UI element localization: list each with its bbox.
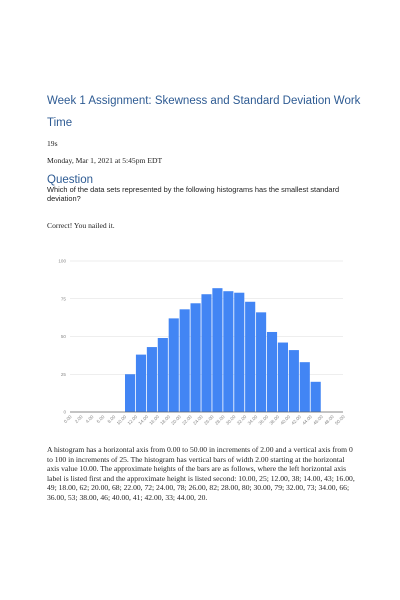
x-tick-label: 22.00 — [181, 414, 193, 426]
histogram-bar — [223, 291, 234, 412]
question-heading: Question — [47, 174, 94, 186]
x-tick-label: 8.00 — [107, 414, 117, 424]
histogram-bar — [135, 354, 147, 412]
histogram-bar — [310, 381, 321, 412]
x-tick-label: 48.00 — [323, 414, 335, 426]
page-title: Week 1 Assignment: Skewness and Standard… — [47, 95, 361, 107]
question-text: Which of the data sets represented by th… — [47, 185, 340, 203]
x-tick-label: 30.00 — [225, 414, 237, 426]
x-tick-label: 46.00 — [312, 414, 324, 426]
histogram-bar — [146, 347, 157, 412]
chart-description: A histogram has a horizontal axis from 0… — [47, 445, 355, 502]
histogram-bar — [190, 303, 201, 412]
histogram-bar — [212, 288, 223, 412]
y-tick-label: 100 — [58, 259, 66, 264]
x-tick-label: 26.00 — [203, 414, 215, 426]
x-tick-label: 24.00 — [192, 414, 204, 426]
histogram-chart: 0 25 50 75 100 0.00 2.00 4.00 6.00 8.00 10.00 12.00… — [58, 259, 346, 426]
x-tick-label: 16.00 — [148, 414, 160, 426]
duration-text: 19s — [47, 139, 58, 148]
x-tick-label: 42.00 — [290, 414, 302, 426]
histogram-bar — [125, 374, 136, 412]
x-tick-label: 6.00 — [96, 414, 106, 424]
feedback-text: Correct! You nailed it. — [47, 221, 115, 230]
histogram-bar — [266, 331, 278, 412]
x-tick-label: 20.00 — [170, 414, 182, 426]
histogram-bar — [288, 350, 299, 412]
x-tick-label: 36.00 — [258, 414, 270, 426]
x-tick-label: 44.00 — [301, 414, 313, 426]
histogram-bar — [201, 294, 212, 412]
x-tick-label: 32.00 — [236, 414, 248, 426]
x-tick-label: 4.00 — [85, 414, 95, 424]
histogram-bar — [234, 292, 245, 412]
x-tick-label: 18.00 — [159, 414, 171, 426]
x-tick-label: 12.00 — [127, 414, 139, 426]
x-tick-label: 50.00 — [334, 414, 346, 426]
x-tick-label: 10.00 — [116, 414, 128, 426]
x-tick-label: 40.00 — [279, 414, 291, 426]
histogram-bar — [245, 301, 256, 412]
x-tick-label: 38.00 — [269, 414, 281, 426]
time-heading: Time — [47, 117, 73, 129]
histogram-bar — [179, 309, 190, 412]
x-tick-label: 14.00 — [137, 414, 149, 426]
x-tick-label: 28.00 — [214, 414, 226, 426]
x-tick-label: 0.00 — [63, 414, 73, 424]
histogram-bar — [157, 338, 168, 412]
histogram-bar — [256, 312, 267, 412]
y-tick-label: 25 — [61, 372, 67, 377]
datetime-text: Monday, Mar 1, 2021 at 5:45pm EDT — [47, 156, 163, 165]
histogram-bar — [168, 318, 179, 412]
y-tick-label: 0 — [63, 410, 66, 415]
histogram-bar — [277, 342, 288, 412]
y-tick-label: 75 — [61, 296, 67, 301]
x-tick-label: 34.00 — [247, 414, 259, 426]
x-tick-label: 2.00 — [74, 414, 84, 424]
y-tick-label: 50 — [61, 334, 67, 339]
histogram-bar — [299, 362, 310, 412]
